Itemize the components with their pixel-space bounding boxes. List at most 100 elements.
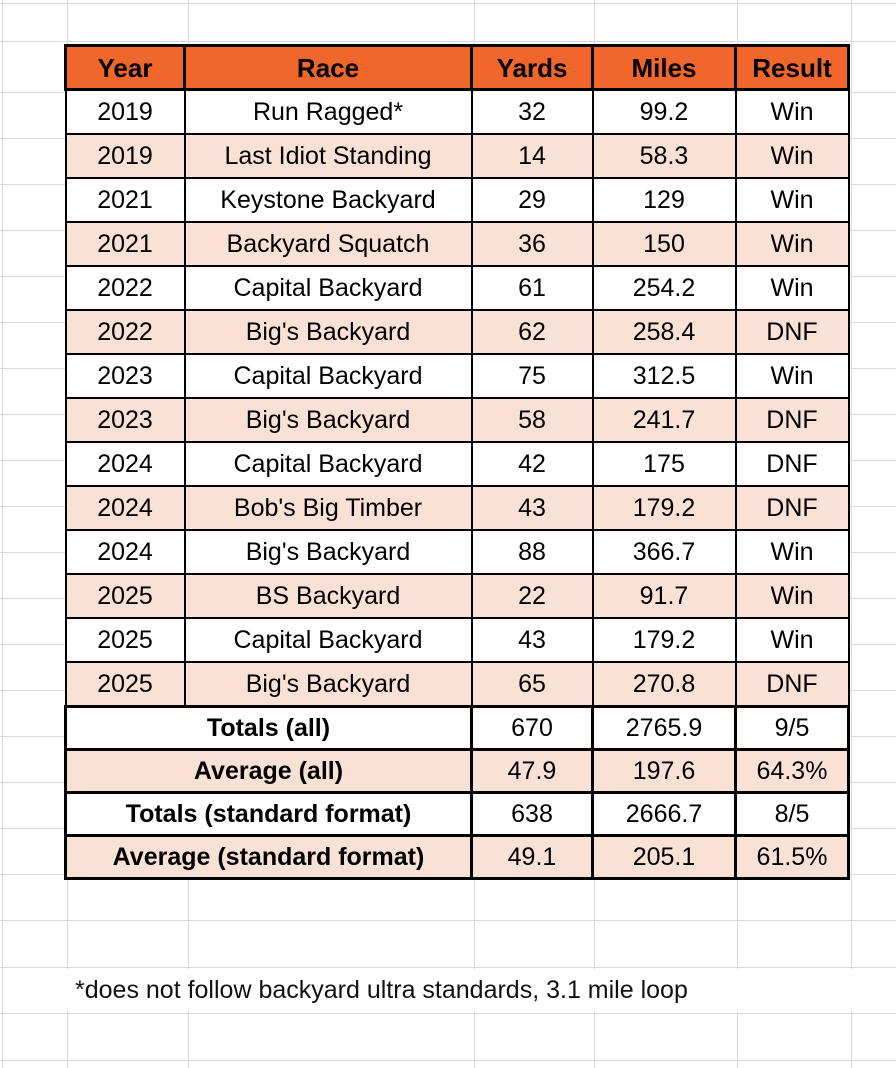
year-cell[interactable]: 2023 — [64, 353, 186, 399]
result-cell[interactable]: Win — [734, 88, 850, 135]
miles-cell[interactable]: 241.7 — [591, 397, 737, 443]
table-row: 2025 Big's Backyard 65 270.8 DNF — [64, 661, 850, 708]
header-row: Year Race Yards Miles Result — [64, 44, 850, 91]
summary-label-cell[interactable]: Totals (all) — [64, 705, 473, 751]
summary-yards-cell[interactable]: 47.9 — [470, 748, 594, 794]
yards-cell[interactable]: 58 — [470, 397, 594, 443]
race-cell[interactable]: Capital Backyard — [183, 353, 473, 399]
summary-label-cell[interactable]: Totals (standard format) — [64, 791, 473, 837]
column-header-race[interactable]: Race — [183, 44, 473, 91]
summary-label-cell[interactable]: Average (standard format) — [64, 834, 473, 880]
table-row: 2022 Big's Backyard 62 258.4 DNF — [64, 309, 850, 355]
yards-cell[interactable]: 22 — [470, 573, 594, 619]
yards-cell[interactable]: 88 — [470, 529, 594, 575]
race-cell[interactable]: Capital Backyard — [183, 265, 473, 311]
year-cell[interactable]: 2019 — [64, 88, 186, 135]
race-cell[interactable]: Big's Backyard — [183, 529, 473, 575]
result-cell[interactable]: Win — [734, 353, 850, 399]
race-cell[interactable]: Run Ragged* — [183, 88, 473, 135]
race-cell[interactable]: Big's Backyard — [183, 397, 473, 443]
summary-miles-cell[interactable]: 2666.7 — [591, 791, 737, 837]
result-cell[interactable]: Win — [734, 529, 850, 575]
result-cell[interactable]: Win — [734, 265, 850, 311]
year-cell[interactable]: 2024 — [64, 485, 186, 531]
column-header-miles[interactable]: Miles — [591, 44, 737, 91]
year-cell[interactable]: 2022 — [64, 309, 186, 355]
yards-cell[interactable]: 43 — [470, 617, 594, 663]
year-cell[interactable]: 2022 — [64, 265, 186, 311]
summary-result-cell[interactable]: 61.5% — [734, 834, 850, 880]
result-cell[interactable]: Win — [734, 617, 850, 663]
summary-yards-cell[interactable]: 670 — [470, 705, 594, 751]
result-cell[interactable]: DNF — [734, 441, 850, 487]
miles-cell[interactable]: 366.7 — [591, 529, 737, 575]
miles-cell[interactable]: 270.8 — [591, 661, 737, 708]
yards-cell[interactable]: 61 — [470, 265, 594, 311]
year-cell[interactable]: 2024 — [64, 529, 186, 575]
miles-cell[interactable]: 254.2 — [591, 265, 737, 311]
race-cell[interactable]: Capital Backyard — [183, 617, 473, 663]
footnote-cell[interactable]: *does not follow backyard ultra standard… — [4, 969, 896, 1012]
year-cell[interactable]: 2021 — [64, 221, 186, 267]
result-cell[interactable]: Win — [734, 221, 850, 267]
miles-cell[interactable]: 258.4 — [591, 309, 737, 355]
miles-cell[interactable]: 129 — [591, 177, 737, 223]
year-cell[interactable]: 2025 — [64, 573, 186, 619]
race-cell[interactable]: BS Backyard — [183, 573, 473, 619]
year-cell[interactable]: 2021 — [64, 177, 186, 223]
table-row: 2022 Capital Backyard 61 254.2 Win — [64, 265, 850, 311]
results-table: Year Race Yards Miles Result 2019 Run Rag… — [64, 44, 850, 880]
year-cell[interactable]: 2023 — [64, 397, 186, 443]
year-cell[interactable]: 2019 — [64, 133, 186, 179]
column-header-result[interactable]: Result — [734, 44, 850, 91]
yards-cell[interactable]: 65 — [470, 661, 594, 708]
result-cell[interactable]: Win — [734, 177, 850, 223]
yards-cell[interactable]: 14 — [470, 133, 594, 179]
race-cell[interactable]: Last Idiot Standing — [183, 133, 473, 179]
gridline-horizontal — [0, 967, 896, 968]
miles-cell[interactable]: 312.5 — [591, 353, 737, 399]
year-cell[interactable]: 2024 — [64, 441, 186, 487]
race-cell[interactable]: Backyard Squatch — [183, 221, 473, 267]
race-cell[interactable]: Keystone Backyard — [183, 177, 473, 223]
result-cell[interactable]: Win — [734, 573, 850, 619]
result-cell[interactable]: DNF — [734, 485, 850, 531]
miles-cell[interactable]: 91.7 — [591, 573, 737, 619]
summary-miles-cell[interactable]: 197.6 — [591, 748, 737, 794]
summary-yards-cell[interactable]: 638 — [470, 791, 594, 837]
column-header-year[interactable]: Year — [64, 44, 186, 91]
summary-label-cell[interactable]: Average (all) — [64, 748, 473, 794]
table-row: 2023 Capital Backyard 75 312.5 Win — [64, 353, 850, 399]
yards-cell[interactable]: 29 — [470, 177, 594, 223]
result-cell[interactable]: DNF — [734, 309, 850, 355]
summary-miles-cell[interactable]: 205.1 — [591, 834, 737, 880]
race-cell[interactable]: Big's Backyard — [183, 309, 473, 355]
yards-cell[interactable]: 36 — [470, 221, 594, 267]
miles-cell[interactable]: 58.3 — [591, 133, 737, 179]
column-header-yards[interactable]: Yards — [470, 44, 594, 91]
summary-result-cell[interactable]: 64.3% — [734, 748, 850, 794]
yards-cell[interactable]: 43 — [470, 485, 594, 531]
summary-miles-cell[interactable]: 2765.9 — [591, 705, 737, 751]
miles-cell[interactable]: 179.2 — [591, 485, 737, 531]
result-cell[interactable]: DNF — [734, 661, 850, 708]
yards-cell[interactable]: 75 — [470, 353, 594, 399]
summary-yards-cell[interactable]: 49.1 — [470, 834, 594, 880]
yards-cell[interactable]: 62 — [470, 309, 594, 355]
race-cell[interactable]: Big's Backyard — [183, 661, 473, 708]
miles-cell[interactable]: 175 — [591, 441, 737, 487]
summary-result-cell[interactable]: 9/5 — [734, 705, 850, 751]
yards-cell[interactable]: 42 — [470, 441, 594, 487]
result-cell[interactable]: Win — [734, 133, 850, 179]
race-cell[interactable]: Capital Backyard — [183, 441, 473, 487]
year-cell[interactable]: 2025 — [64, 661, 186, 708]
miles-cell[interactable]: 179.2 — [591, 617, 737, 663]
year-cell[interactable]: 2025 — [64, 617, 186, 663]
result-cell[interactable]: DNF — [734, 397, 850, 443]
race-cell[interactable]: Bob's Big Timber — [183, 485, 473, 531]
miles-cell[interactable]: 99.2 — [591, 88, 737, 135]
miles-cell[interactable]: 150 — [591, 221, 737, 267]
summary-result-cell[interactable]: 8/5 — [734, 791, 850, 837]
yards-cell[interactable]: 32 — [470, 88, 594, 135]
